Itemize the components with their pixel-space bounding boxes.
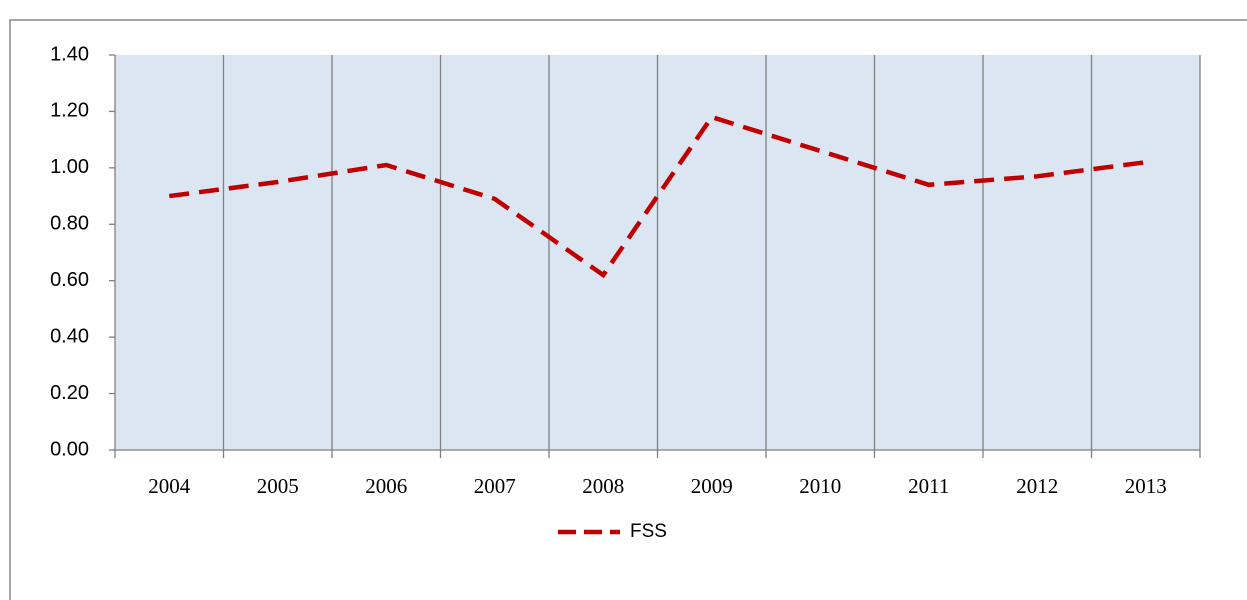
x-tick-label: 2011 <box>908 474 949 498</box>
y-tick-label: 1.00 <box>50 156 89 178</box>
x-tick-label: 2010 <box>799 474 841 498</box>
x-tick-label: 2009 <box>691 474 733 498</box>
data-line <box>168 114 1147 279</box>
y-tick-label: 0.00 <box>50 438 89 460</box>
y-tick-label: 0.20 <box>50 382 89 404</box>
x-tick-label: 2004 <box>148 474 191 498</box>
y-tick-label: 0.80 <box>50 213 89 235</box>
y-tick-label: 1.20 <box>50 100 89 122</box>
x-tick-label: 2013 <box>1125 474 1167 498</box>
y-tick-label: 0.40 <box>50 325 89 347</box>
x-tick-label: 2007 <box>474 474 516 498</box>
x-tick-label: 2005 <box>257 474 299 498</box>
x-tick-label: 2012 <box>1016 474 1058 498</box>
legend-label: FSS <box>630 521 667 542</box>
x-tick-label: 2008 <box>582 474 624 498</box>
x-tick-label: 2006 <box>365 474 407 498</box>
y-tick-label: 0.60 <box>50 269 89 291</box>
y-tick-label: 1.40 <box>50 43 89 65</box>
